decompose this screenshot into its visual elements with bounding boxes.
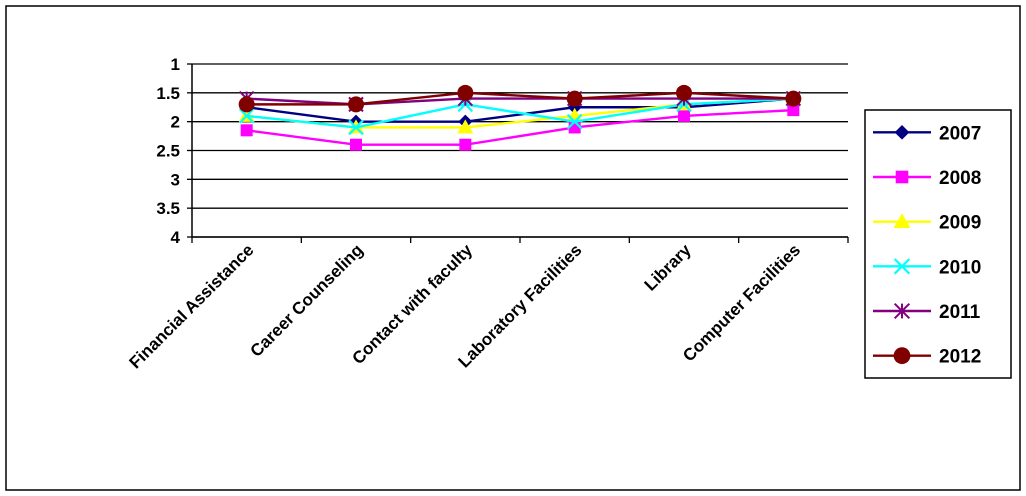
marker-x	[348, 119, 364, 136]
series-line	[246, 97, 794, 129]
y-tick-label: 2	[171, 113, 180, 132]
legend-item-2010: 2010	[873, 257, 981, 278]
marker-square	[895, 170, 909, 184]
legend-label: 2009	[939, 213, 981, 234]
marker-square	[678, 109, 690, 122]
marker-circle	[676, 84, 692, 101]
legend: 2007 2008 2009 2010 2011 2012	[864, 109, 1012, 379]
marker-circle	[238, 96, 255, 113]
series-line	[246, 108, 794, 146]
y-tick-label: 4	[171, 228, 181, 247]
y-axis-ticks: 1 1.5 2 2.5 3 3.5 4	[156, 55, 192, 247]
series-2012	[238, 84, 802, 113]
marker-circle	[785, 90, 802, 107]
marker-circle	[893, 347, 911, 365]
marker-x	[893, 258, 911, 275]
legend-label: 2011	[939, 302, 981, 323]
marker-square	[459, 138, 472, 151]
marker-star	[893, 302, 911, 320]
marker-square	[787, 104, 800, 117]
legend-item-2011: 2011	[873, 302, 981, 323]
y-tick-label: 1.5	[156, 84, 180, 103]
marker-square	[350, 138, 362, 151]
series-line	[246, 97, 794, 123]
marker-square	[240, 124, 253, 137]
marker-x	[566, 113, 583, 130]
chart-frame	[5, 5, 1021, 491]
legend-label: 2012	[939, 347, 981, 368]
legend-item-2007: 2007	[873, 123, 981, 144]
marker-circle	[348, 96, 364, 113]
y-tick-label: 3	[171, 170, 180, 189]
legend-item-2008: 2008	[873, 168, 981, 189]
marker-x	[238, 108, 255, 124]
y-tick-label: 1	[171, 55, 180, 74]
legend-box	[864, 109, 1012, 379]
y-tick-label: 3.5	[156, 199, 180, 218]
marker-circle	[566, 90, 583, 107]
marker-square	[568, 121, 581, 134]
marker-triangle	[457, 119, 474, 134]
legend-label: 2010	[939, 257, 981, 278]
legend-label: 2007	[939, 123, 981, 144]
legend-item-2012: 2012	[873, 347, 981, 368]
series-line	[246, 91, 794, 106]
legend-label: 2008	[939, 168, 981, 189]
marker-circle	[457, 84, 474, 101]
marker-diamond	[894, 124, 910, 140]
series-group	[238, 84, 802, 151]
y-tick-label: 2.5	[156, 142, 180, 161]
marker-triangle	[893, 213, 911, 228]
legend-item-2009: 2009	[873, 213, 981, 234]
